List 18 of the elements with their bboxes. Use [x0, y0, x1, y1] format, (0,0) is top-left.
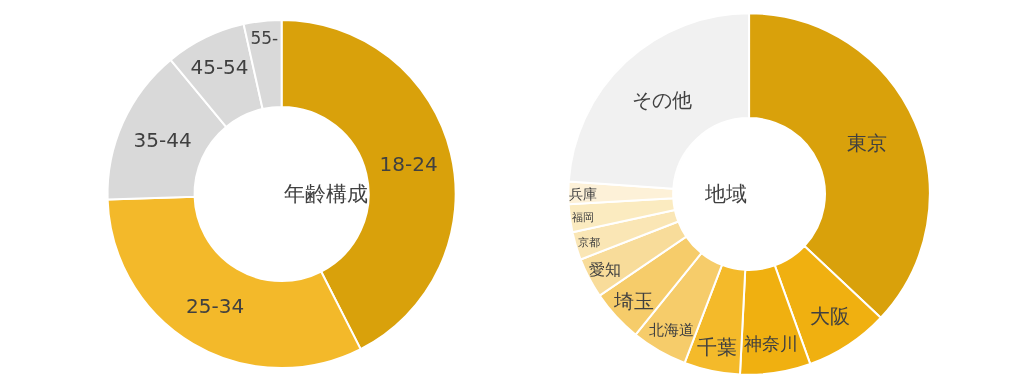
slice-label: 埼玉 — [612, 289, 654, 313]
slice-label: 愛知 — [589, 260, 622, 280]
slice-label: 大阪 — [809, 304, 850, 329]
slice-label: 35-44 — [133, 128, 192, 153]
slice-label: 18-24 — [379, 151, 438, 176]
slice-label: 千葉 — [696, 334, 737, 359]
slice-label: 東京 — [846, 131, 887, 156]
slice-label: 兵庫 — [568, 185, 597, 202]
slice-label: 福岡 — [572, 210, 594, 224]
slice-label: その他 — [631, 88, 692, 113]
text: 年齢構成 — [284, 182, 368, 206]
slice-label: 45-54 — [190, 55, 249, 80]
slice-label: 北海道 — [648, 320, 694, 339]
slice-label: 55- — [250, 28, 279, 49]
slice-label: 京都 — [577, 236, 600, 250]
slice-label: 25-34 — [186, 294, 245, 319]
slice-label: 神奈川 — [744, 332, 799, 354]
text: 地域 — [704, 182, 747, 206]
